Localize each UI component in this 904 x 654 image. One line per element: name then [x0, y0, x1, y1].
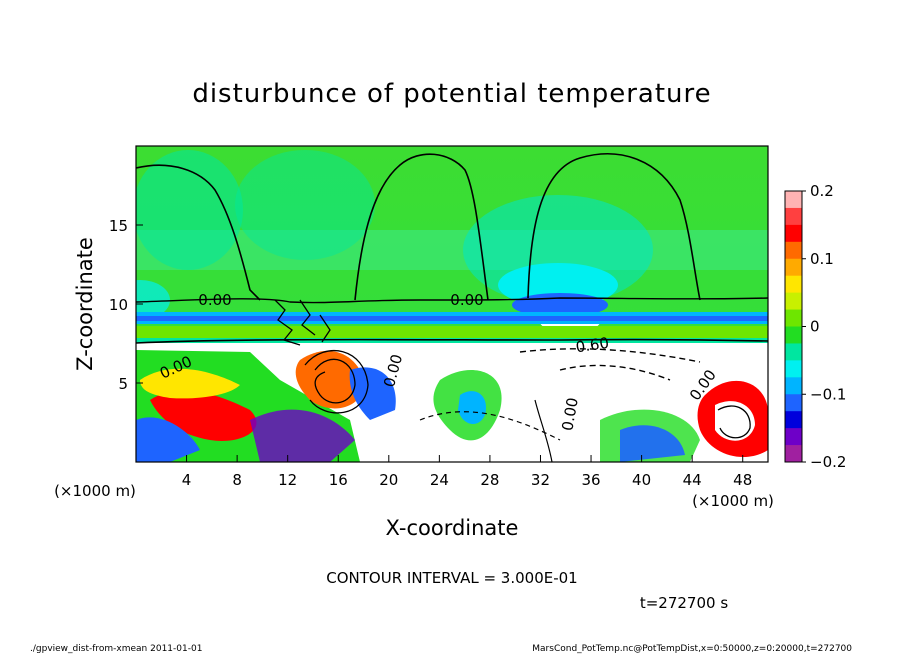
contour-vortex-1 — [314, 358, 356, 404]
x-tick-label: 8 — [232, 471, 242, 489]
colorbar-swatch — [785, 394, 802, 412]
y-tick-label: 5 — [118, 375, 128, 393]
contour-dashed-a — [519, 348, 701, 363]
footer-left: ./gpview_dist-from-xmean 2011-01-01 — [30, 644, 202, 654]
colorbar-tick-label: −0.2 — [810, 453, 846, 471]
colorbar-swatch — [785, 343, 802, 361]
contour-label: 0.00 — [450, 291, 483, 309]
x-tick-label: 48 — [733, 471, 752, 489]
chart-title: disturbunce of potential temperature — [192, 79, 711, 109]
x-tick-label: 20 — [379, 471, 398, 489]
field-vortex-blue — [349, 367, 396, 420]
contour-label: 0.60 — [575, 334, 611, 356]
colorbar-swatch — [785, 309, 802, 327]
colorbar-tick-label: −0.1 — [810, 385, 846, 403]
colorbar-swatch — [785, 224, 802, 243]
contour-right-arch — [527, 153, 701, 301]
colorbar-tick-label: 0.2 — [810, 182, 834, 200]
colorbar-tick-label: 0 — [810, 318, 820, 336]
x-tick-label: 16 — [329, 471, 348, 489]
y-unit-label: (×1000 m) — [54, 482, 136, 500]
y-axis: 5 10 15 — [109, 217, 143, 393]
colorbar-swatch — [785, 258, 802, 277]
contour-left-arch — [136, 164, 261, 301]
x-tick-label: 32 — [531, 471, 550, 489]
contour-label: 0.00 — [198, 291, 231, 309]
x-tick-label: 4 — [182, 471, 192, 489]
field-lower-yellow — [140, 368, 240, 399]
contour-dashed-b — [559, 364, 671, 381]
contour-cluster — [274, 299, 331, 346]
footer-right: MarsCond_PotTemp.nc@PotTempDist,x=0:5000… — [532, 644, 852, 654]
plot-area — [136, 146, 768, 462]
contour-interval-text: CONTOUR INTERVAL = 3.000E-01 — [326, 569, 577, 587]
colorbar-swatch — [785, 241, 802, 260]
field-band-upper-cyan — [136, 230, 768, 270]
colorbar-swatch — [785, 445, 802, 463]
field-cyan-column-mid — [235, 150, 375, 260]
colorbar-swatch — [785, 207, 802, 226]
field-lower-purple — [250, 409, 355, 462]
field-cyan-column-left — [136, 150, 243, 270]
colorbar-swatch — [785, 377, 802, 395]
x-tick-label: 28 — [480, 471, 499, 489]
contour-eddy — [717, 405, 751, 439]
contour-label: 0.00 — [558, 396, 582, 432]
x-tick-label: 44 — [683, 471, 702, 489]
colorbar-swatch — [785, 292, 802, 311]
y-tick-label: 10 — [109, 296, 128, 314]
contour-lower-layer — [136, 338, 768, 344]
colorbar-tick-label: 0.1 — [810, 250, 834, 268]
y-tick-label: 15 — [109, 217, 128, 235]
x-tick-label: 12 — [278, 471, 297, 489]
colorbar: 0.2 0.1 0 −0.1 −0.2 — [784, 182, 846, 471]
field-mid-blue — [458, 391, 486, 425]
field-lower-red — [150, 390, 257, 441]
colorbar-swatch — [785, 411, 802, 429]
contour-mid-arch — [354, 153, 489, 301]
contour-column — [534, 399, 553, 462]
field-lower-blue — [136, 417, 200, 462]
colorbar-swatch — [785, 275, 802, 294]
contour-zero-line — [136, 297, 768, 304]
x-axis-title: X-coordinate — [386, 516, 519, 540]
colorbar-swatch — [785, 428, 802, 446]
contour-dashed-c — [419, 411, 561, 441]
contour-vortex-2 — [304, 349, 369, 414]
colorbar-swatch — [785, 326, 802, 344]
y-axis-title: Z-coordinate — [73, 237, 97, 371]
x-tick-label: 24 — [430, 471, 449, 489]
field-green-strip — [136, 326, 768, 338]
colorbar-swatch — [785, 360, 802, 378]
x-unit-label: (×1000 m) — [692, 492, 774, 510]
field-deep-blue-layer — [136, 316, 768, 321]
time-text: t=272700 s — [640, 594, 728, 612]
field-cyan-left — [136, 280, 170, 320]
x-tick-label: 40 — [632, 471, 651, 489]
x-tick-label: 36 — [581, 471, 600, 489]
x-axis: 4 8 12 16 20 24 28 32 36 40 44 48 — [182, 455, 752, 489]
colorbar-swatch — [785, 191, 802, 209]
field-right-blue — [620, 425, 685, 462]
